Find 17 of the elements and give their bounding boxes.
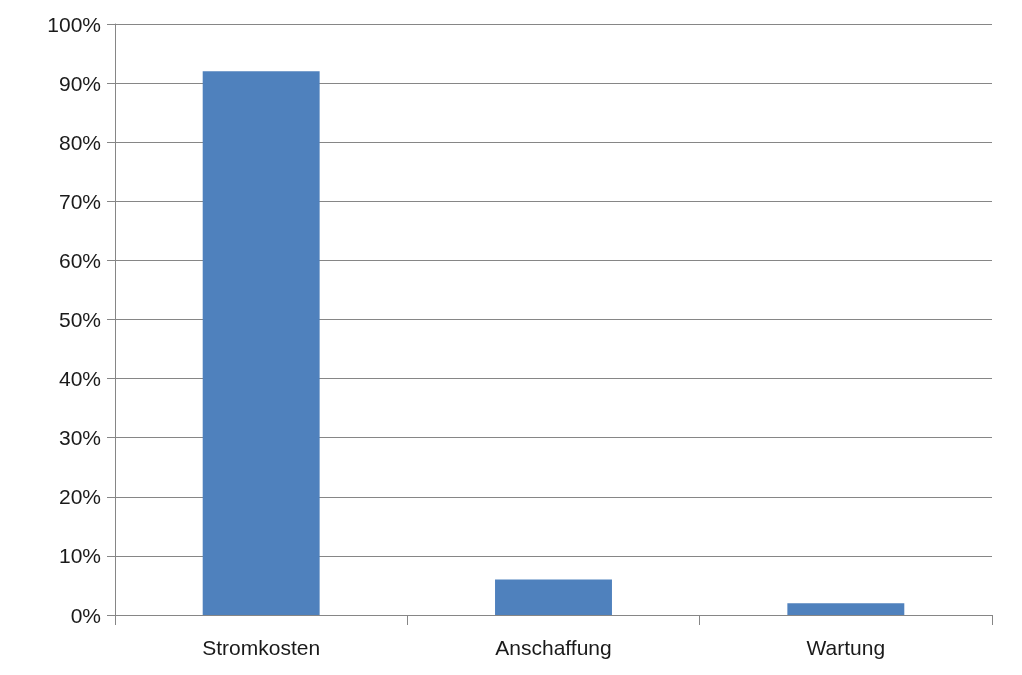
y-tick-label: 20% bbox=[58, 485, 101, 509]
bar bbox=[202, 71, 320, 615]
bar bbox=[787, 603, 905, 615]
y-tick-label: 30% bbox=[58, 426, 101, 450]
y-tick-label: 70% bbox=[58, 189, 101, 213]
y-tick-label: 50% bbox=[58, 308, 101, 331]
y-tick-label: 80% bbox=[58, 130, 101, 154]
x-tick-label: Wartung bbox=[806, 636, 886, 659]
x-tick-label: Anschaffung bbox=[495, 636, 612, 659]
y-tick-label: 40% bbox=[58, 367, 101, 391]
y-tick-label: 10% bbox=[58, 544, 101, 568]
y-tick-label: 100% bbox=[47, 12, 101, 36]
y-tick-label: 60% bbox=[58, 248, 101, 272]
bar bbox=[495, 579, 612, 615]
x-tick-label: Stromkosten bbox=[202, 636, 321, 659]
y-tick-label: 0% bbox=[70, 603, 101, 627]
y-tick-label: 90% bbox=[58, 71, 101, 95]
